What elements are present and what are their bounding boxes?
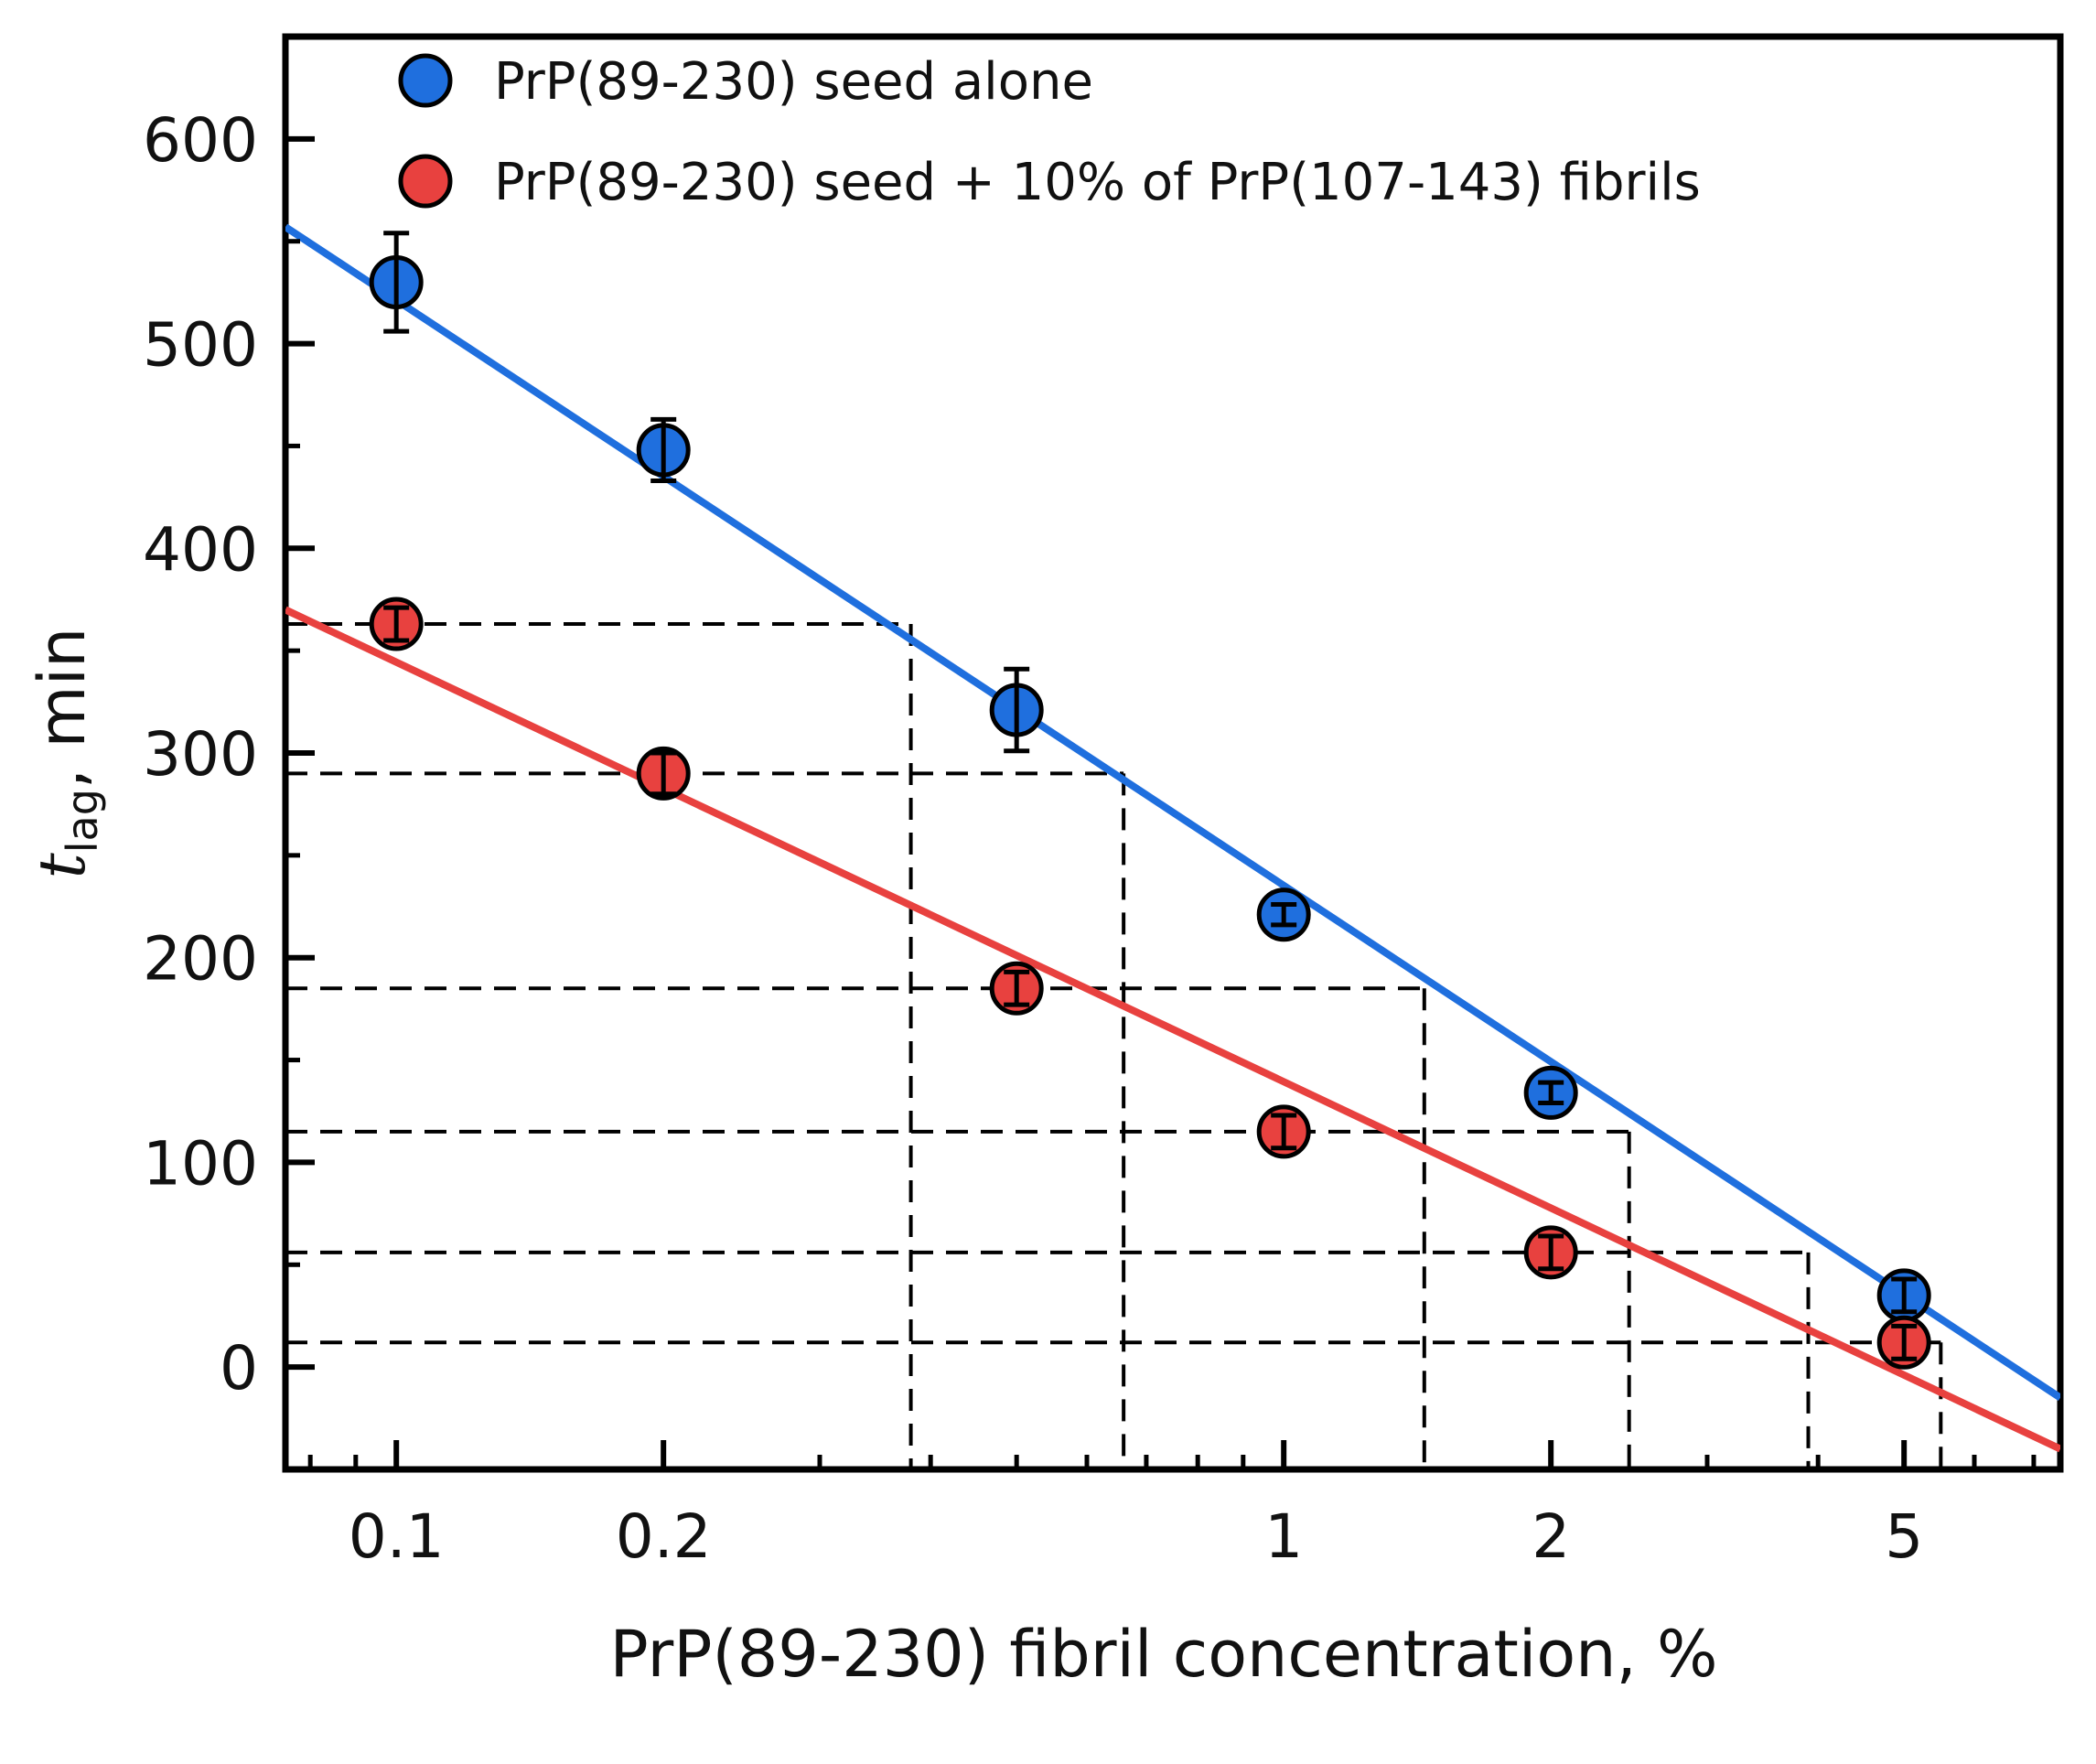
y-axis-title: tlag, min xyxy=(25,628,107,879)
y-tick-label: 300 xyxy=(143,719,258,790)
x-axis-title: PrP(89-230) fibril concentration, % xyxy=(609,1617,1717,1692)
legend: PrP(89-230) seed alone PrP(89-230) seed +… xyxy=(398,52,1701,212)
fit-line-1 xyxy=(285,606,2060,1453)
x-tick-label: 1 xyxy=(1264,1501,1303,1572)
fit-lines xyxy=(285,223,2060,1453)
y-tick-label: 600 xyxy=(143,105,258,176)
y-axis-title-subscript: lag xyxy=(58,789,107,853)
data-point-s0-1 xyxy=(636,416,691,483)
y-tick-label: 200 xyxy=(143,924,258,995)
legend-label-1: PrP(89-230) seed + 10% of PrP(107-143) f… xyxy=(494,153,1701,212)
data-point-s0-5 xyxy=(1876,1268,1931,1323)
y-tick-label: 100 xyxy=(143,1128,258,1199)
x-tick-label: 2 xyxy=(1532,1501,1570,1572)
data-point-s1-3 xyxy=(1256,1104,1311,1159)
y-axis-title-unit: , min xyxy=(25,628,100,790)
dashed-guide-lines xyxy=(285,622,1943,1469)
y-axis-title-main: t xyxy=(25,852,100,878)
y-tick-label: 500 xyxy=(143,310,258,381)
legend-marker-0 xyxy=(398,53,453,108)
data-point-s1-1 xyxy=(636,746,691,801)
data-point-s0-2 xyxy=(989,666,1044,754)
y-tick-label: 400 xyxy=(143,514,258,585)
legend-marker-1 xyxy=(398,154,453,209)
x-tick-label: 5 xyxy=(1885,1501,1923,1572)
x-tick-label: 0.1 xyxy=(349,1501,445,1572)
data-point-s0-0 xyxy=(369,231,424,334)
data-point-s0-4 xyxy=(1523,1065,1578,1120)
data-point-s1-2 xyxy=(989,961,1044,1016)
plot-frame xyxy=(282,33,2064,1473)
axis-ticks: 0 100 200 300 400 500 600 0.1 0.2 1 2 5 xyxy=(143,105,2037,1572)
legend-label-0: PrP(89-230) seed alone xyxy=(494,52,1093,112)
x-tick-label: 0.2 xyxy=(616,1501,712,1572)
data-point-s1-0 xyxy=(369,597,424,651)
data-markers xyxy=(369,231,1931,1370)
fit-line-0 xyxy=(285,223,2060,1402)
data-point-s1-4 xyxy=(1523,1225,1578,1280)
data-point-s1-5 xyxy=(1876,1315,1931,1370)
y-tick-label: 0 xyxy=(220,1333,258,1404)
data-point-s0-3 xyxy=(1256,887,1311,942)
